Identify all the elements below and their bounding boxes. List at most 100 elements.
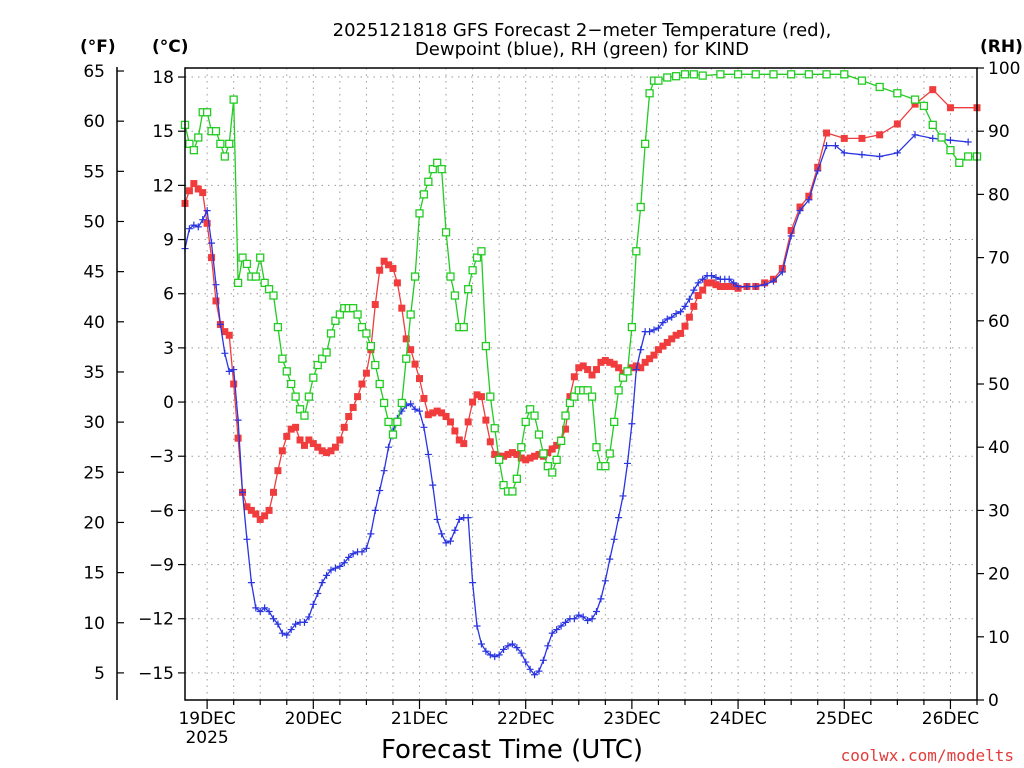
- dewpoint-point: [752, 282, 760, 290]
- rh-point: [384, 417, 393, 427]
- rh-point: [318, 354, 327, 363]
- rh-point: [375, 379, 384, 389]
- temperature-point: [805, 192, 813, 200]
- dewpoint-point: [424, 450, 432, 458]
- dewpoint-point: [610, 535, 618, 543]
- dewpoint-point: [964, 138, 972, 146]
- dewpoint-point: [495, 651, 503, 659]
- rh-point: [565, 398, 575, 408]
- rh-point: [309, 373, 318, 382]
- dewpoint-point: [911, 131, 919, 139]
- temperature-point: [858, 134, 866, 142]
- rh-point: [689, 70, 698, 79]
- rh-line: [184, 73, 977, 493]
- temperature-point: [721, 282, 729, 290]
- temperature-point: [296, 436, 304, 444]
- dewpoint-point: [730, 279, 738, 287]
- dewpoint-point: [663, 315, 671, 323]
- dewpoint-point: [429, 481, 437, 489]
- temperature-point: [376, 266, 384, 274]
- dewpoint-point: [300, 618, 308, 626]
- dewpoint-point: [539, 656, 547, 664]
- dewpoint-point: [216, 320, 224, 328]
- series-temperature: [181, 86, 981, 523]
- rh-point: [273, 322, 283, 332]
- temperature-point: [185, 187, 193, 195]
- temperature-point: [814, 163, 822, 171]
- dewpoint-point: [725, 275, 733, 283]
- dewpoint-point: [230, 366, 238, 374]
- rh-point: [437, 164, 446, 174]
- temperature-point: [314, 443, 322, 451]
- series-rh: [180, 70, 982, 496]
- dewpoint-point: [252, 604, 260, 612]
- temperature-point: [681, 322, 689, 330]
- rh-point: [552, 455, 561, 464]
- temperature-point: [787, 227, 795, 235]
- temperature-point: [544, 449, 552, 457]
- rh-point: [610, 417, 619, 427]
- rh-point: [326, 329, 336, 338]
- dewpoint-point: [840, 149, 848, 157]
- temperature-point: [628, 364, 636, 372]
- dewpoint-point: [327, 566, 335, 574]
- temperature-point: [663, 338, 671, 346]
- rh-point: [313, 360, 322, 370]
- fahrenheit-tick-label: 45: [83, 263, 105, 283]
- temperature-point: [725, 282, 733, 290]
- rh-tick-label: 0: [988, 691, 999, 711]
- temperature-point: [778, 264, 786, 272]
- dewpoint-point: [606, 555, 614, 563]
- dewpoint-point: [473, 622, 481, 630]
- temperature-point: [460, 440, 468, 448]
- rh-point: [287, 379, 296, 389]
- temperature-point: [234, 434, 242, 442]
- dewpoint-point: [597, 595, 605, 603]
- temperature-point: [562, 425, 570, 433]
- celsius-tick-label: −9: [149, 556, 174, 576]
- temperature-point: [535, 450, 543, 458]
- x-tick-label: 21DEC: [391, 709, 448, 729]
- temperature-point: [654, 346, 662, 354]
- temperature-point: [579, 362, 587, 370]
- temperature-point: [283, 432, 291, 440]
- celsius-tick-label: −6: [149, 501, 174, 521]
- rh-point: [556, 436, 566, 446]
- temperature-point: [619, 369, 627, 377]
- rh-point: [357, 322, 367, 332]
- rh-point: [663, 73, 672, 82]
- dewpoint-point: [234, 416, 242, 424]
- temperature-point: [641, 358, 649, 366]
- dewpoint-point: [557, 622, 565, 630]
- dewpoint-point: [185, 225, 193, 233]
- temperature-point: [588, 371, 596, 379]
- x-tick-sublabel: 2025: [185, 728, 228, 748]
- temperature-point: [327, 447, 335, 455]
- fahrenheit-tick-label: 65: [83, 62, 105, 82]
- rh-point: [840, 70, 849, 79]
- fahrenheit-tick-label: 40: [83, 313, 105, 333]
- unit-celsius: (°C): [152, 37, 189, 57]
- temperature-point: [526, 454, 534, 462]
- fahrenheit-tick-label: 25: [83, 463, 105, 483]
- temperature-point: [292, 423, 300, 431]
- dewpoint-point: [194, 223, 202, 231]
- dewpoint-point: [553, 626, 561, 634]
- dewpoint-point: [858, 151, 866, 159]
- rh-point: [291, 392, 300, 401]
- temperature-point: [309, 440, 317, 448]
- rh-point: [304, 392, 314, 401]
- rh-point: [216, 139, 225, 148]
- dewpoint-point: [712, 273, 720, 281]
- temperature-point: [893, 120, 901, 128]
- dewpoint-point: [376, 487, 384, 495]
- dewpoint-point: [584, 617, 592, 625]
- dewpoint-point: [592, 608, 600, 616]
- temperature-point: [402, 335, 410, 343]
- rh-tick-label: 60: [988, 312, 1010, 332]
- rh-point: [937, 133, 946, 142]
- temperature-point: [398, 304, 406, 312]
- fahrenheit-tick-label: 20: [83, 513, 105, 533]
- rh-point: [278, 354, 287, 363]
- temperature-point: [477, 393, 485, 401]
